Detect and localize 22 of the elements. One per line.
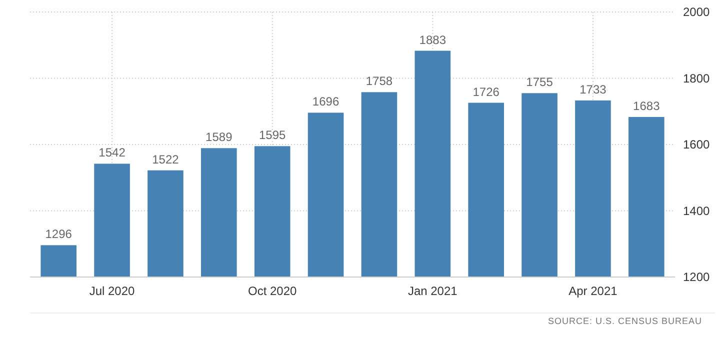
- y-tick-label: 2000: [683, 5, 710, 20]
- data-label: 1726: [472, 84, 500, 99]
- x-tick-label: Oct 2020: [248, 284, 298, 298]
- data-label: 1733: [580, 82, 607, 96]
- data-label: 1883: [419, 32, 446, 47]
- data-label: 1758: [366, 74, 393, 88]
- data-label: 1696: [312, 94, 340, 109]
- data-label: 1296: [45, 227, 72, 242]
- x-tick-label: Apr 2021: [568, 284, 618, 298]
- data-label: 1595: [258, 128, 286, 142]
- x-tick-label: Jan 2021: [408, 284, 458, 298]
- source-note: SOURCE: U.S. CENSUS BUREAU: [548, 316, 702, 326]
- y-tick-label: 1800: [683, 71, 710, 86]
- data-label: 1755: [526, 75, 554, 90]
- y-tick-label: 1600: [683, 138, 710, 152]
- x-tick-label: Jul 2020: [89, 284, 136, 298]
- data-label: 1522: [152, 152, 180, 166]
- y-tick-label: 1400: [683, 204, 710, 218]
- y-tick-label: 1200: [683, 270, 710, 284]
- data-label: 1683: [633, 99, 660, 114]
- data-label: 1589: [206, 130, 233, 144]
- data-label: 1542: [98, 146, 126, 160]
